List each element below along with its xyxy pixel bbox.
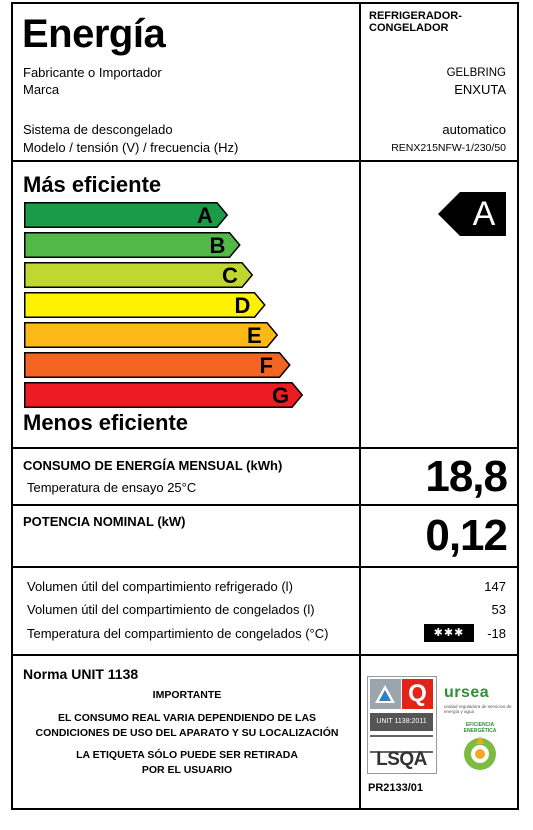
divider — [11, 654, 519, 656]
defrost-label: Sistema de descongelado — [23, 122, 173, 137]
energy-efficiency-seal: EFICIENCIA ENERGÉTICA — [450, 722, 510, 782]
seal-text: EFICIENCIA ENERGÉTICA — [463, 722, 497, 734]
notice-line: POR EL USUARIO — [141, 764, 233, 776]
lsqa-text: LSQA — [376, 749, 427, 770]
star-rating-badge: ✱✱✱ — [424, 624, 474, 642]
label-title: Energía — [22, 12, 166, 56]
freezer-temperature-label: Temperatura del compartimiento de congel… — [27, 626, 329, 641]
divider — [11, 447, 519, 449]
rating-letter: A — [472, 195, 496, 233]
efficiency-class-d: D — [24, 292, 266, 318]
refrigerated-volume-value: 147 — [484, 579, 506, 594]
efficiency-class-letter: C — [222, 263, 238, 288]
defrost-value: automatico — [442, 122, 506, 137]
column-divider — [359, 2, 361, 810]
efficiency-class-g: G — [24, 382, 303, 408]
unit-standard-tag: UNIT 1138:2011 — [370, 713, 433, 731]
important-heading: IMPORTANTE — [152, 689, 222, 701]
notice-line: EL CONSUMO REAL VARIA DEPENDIENDO DE LAS — [57, 712, 317, 724]
power-value: 0,12 — [425, 511, 508, 560]
freezer-temperature-value: -18 — [487, 626, 506, 641]
efficiency-class-letter: D — [234, 293, 251, 318]
divider — [11, 566, 519, 568]
appliance-type: REFRIGERADOR- CONGELADOR — [369, 10, 462, 34]
refrigerated-volume-label: Volumen útil del compartimiento refriger… — [27, 579, 293, 594]
label-frame — [11, 2, 519, 810]
efficiency-class-c: C — [24, 262, 253, 288]
consumption-value: 18,8 — [425, 452, 508, 501]
efficiency-class-a: A — [24, 202, 228, 228]
efficiency-class-b: B — [24, 232, 241, 258]
lsqa-stripe — [370, 735, 433, 753]
brand-value: ENXUTA — [454, 82, 506, 97]
notice-line: LA ETIQUETA SÓLO PUEDE SER RETIRADA — [76, 749, 298, 761]
efficiency-class-letter: G — [272, 383, 290, 408]
efficiency-class-letter: A — [197, 203, 213, 228]
power-label: POTENCIA NOMINAL (kW) — [23, 514, 186, 529]
efficiency-class-letter: F — [259, 353, 273, 378]
model-value: RENX215NFW-1/230/50 — [391, 142, 506, 154]
efficiency-class-letter: E — [247, 323, 262, 348]
lsqa-logo: Q UNIT 1138:2011 LSQA — [367, 676, 437, 774]
certificate-code: PR2133/01 — [368, 782, 424, 794]
efficiency-class-f: F — [24, 352, 291, 378]
manufacturer-value: GELBRING — [446, 67, 506, 79]
test-temperature-label: Temperatura de ensayo 25°C — [27, 480, 197, 495]
ursea-logo: ursea — [444, 684, 490, 701]
model-label: Modelo / tensión (V) / frecuencia (Hz) — [23, 140, 239, 155]
rating-arrow: A — [438, 192, 506, 236]
freezer-volume-label: Volumen útil del compartimiento de conge… — [27, 602, 315, 617]
divider — [11, 160, 519, 162]
brand-label: Marca — [23, 82, 60, 97]
triangle-icon — [370, 679, 401, 709]
more-efficient-label: Más eficiente — [23, 172, 162, 197]
efficiency-class-letter: B — [209, 233, 226, 258]
divider — [11, 504, 519, 506]
quality-q-icon: Q — [402, 679, 433, 709]
freezer-volume-value: 53 — [491, 602, 506, 617]
less-efficient-label: Menos eficiente — [23, 410, 189, 435]
standard-label: Norma UNIT 1138 — [23, 666, 139, 682]
manufacturer-label: Fabricante o Importador — [23, 65, 162, 80]
ursea-subtitle: unidad reguladora de servicios de energí… — [444, 704, 512, 714]
notice-line: CONDICIONES DE USO DEL APARATO Y SU LOCA… — [35, 727, 339, 739]
efficiency-class-e: E — [24, 322, 278, 348]
consumption-label: CONSUMO DE ENERGÍA MENSUAL (kWh) — [23, 458, 283, 473]
